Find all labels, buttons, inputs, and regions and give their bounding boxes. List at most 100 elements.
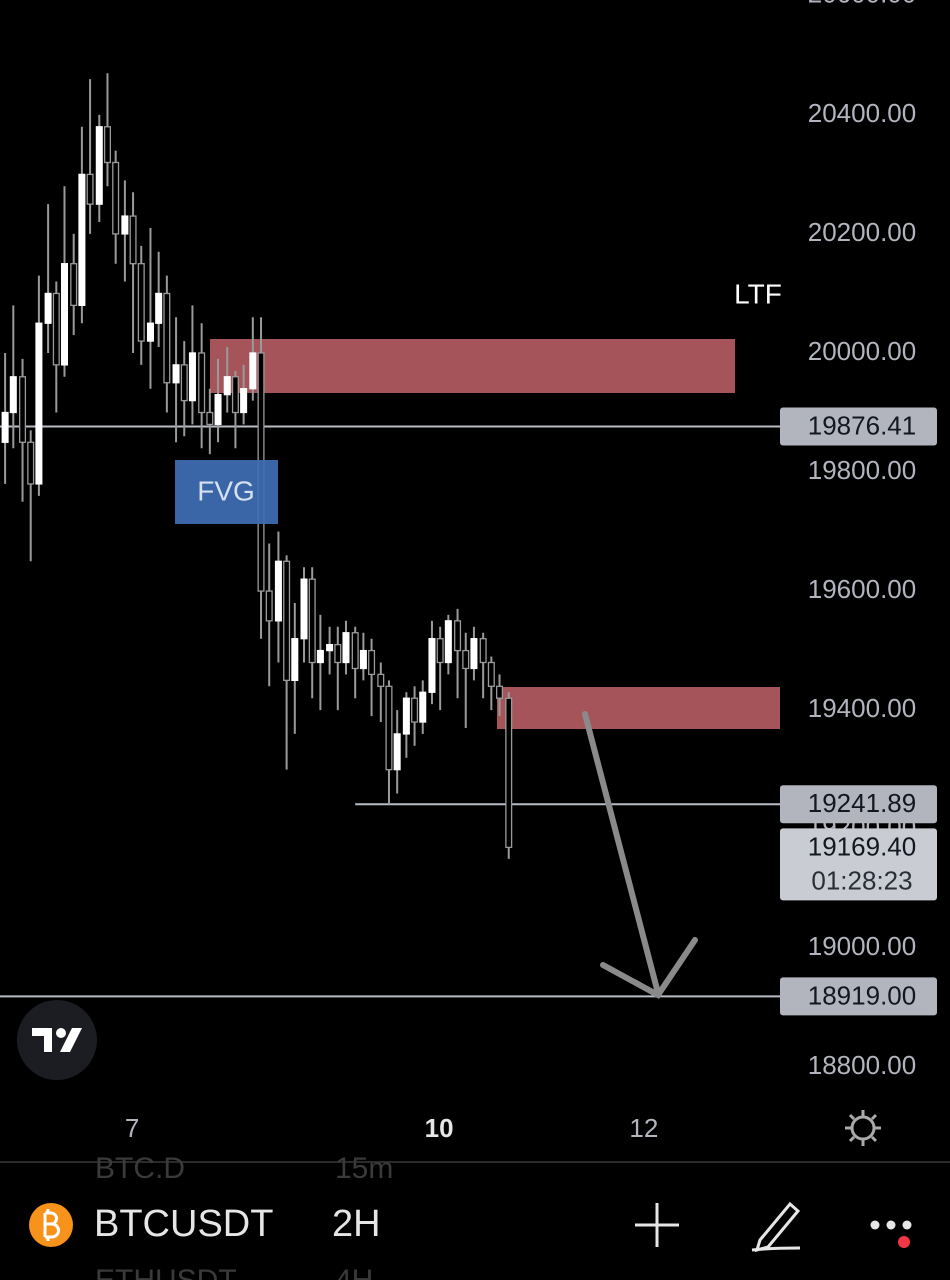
price-tag bbox=[780, 785, 937, 824]
fvg-label: FVG bbox=[197, 475, 255, 506]
gear-ring bbox=[850, 1115, 876, 1141]
candle-body bbox=[60, 263, 69, 366]
candle-body bbox=[393, 733, 401, 771]
candle-body bbox=[351, 632, 359, 670]
last-price: 19169.40 bbox=[808, 831, 916, 861]
add-button[interactable] bbox=[635, 1203, 679, 1247]
candle-body bbox=[188, 352, 196, 402]
candle-body bbox=[112, 161, 120, 235]
candle-body bbox=[359, 649, 367, 670]
y-tick-label: 20200.00 bbox=[808, 217, 916, 247]
y-tick-label: 19000.00 bbox=[808, 931, 916, 961]
candle-body bbox=[155, 292, 163, 324]
x-tick-label: 7 bbox=[125, 1113, 139, 1143]
candle-body bbox=[283, 560, 291, 682]
candle-body bbox=[454, 620, 462, 652]
candle-body bbox=[377, 673, 385, 687]
y-tick-label: 18800.00 bbox=[808, 1050, 916, 1080]
candle-body bbox=[436, 638, 444, 664]
arrow bbox=[582, 711, 698, 999]
candle-body bbox=[231, 376, 239, 414]
candle-body bbox=[385, 685, 393, 771]
logo-v bbox=[60, 1028, 82, 1052]
candle-body bbox=[240, 388, 248, 414]
fvg-box: FVG bbox=[175, 460, 278, 524]
candle-body bbox=[103, 126, 111, 164]
interval[interactable]: 2H bbox=[332, 1203, 381, 1245]
candle-body bbox=[172, 364, 180, 384]
candle-body bbox=[19, 376, 27, 443]
candle-body bbox=[35, 322, 43, 485]
price-tag-label: 19241.89 bbox=[808, 788, 916, 818]
dot bbox=[870, 1220, 880, 1230]
candle-body bbox=[300, 578, 308, 640]
candle-body bbox=[496, 685, 504, 699]
fvg-background bbox=[175, 460, 278, 524]
candle-body bbox=[326, 643, 334, 652]
settings-icon[interactable] bbox=[845, 1110, 881, 1146]
candle-body bbox=[146, 322, 154, 342]
candle-body bbox=[198, 352, 206, 414]
candle-body bbox=[52, 292, 60, 366]
candle-body bbox=[411, 697, 419, 723]
logo-circle bbox=[17, 1000, 97, 1080]
arrow-head bbox=[600, 937, 698, 999]
y-tick-label: 20600.00 bbox=[808, 0, 916, 9]
candle-body bbox=[223, 376, 231, 396]
price-lines bbox=[0, 425, 780, 998]
logo-t bbox=[32, 1028, 52, 1052]
candle-body bbox=[95, 126, 103, 205]
price-tags: 19876.41 19241.89 18919.00 19169.40 01:28:23 bbox=[780, 407, 937, 1016]
symbol[interactable]: BTCUSDT bbox=[94, 1203, 273, 1245]
candle-body bbox=[274, 560, 282, 622]
candle-body bbox=[479, 638, 487, 664]
candle-body bbox=[334, 643, 342, 664]
price-tag-label: 19876.41 bbox=[808, 410, 916, 440]
notification-dot bbox=[898, 1236, 910, 1248]
x-tick-label: 10 bbox=[425, 1113, 454, 1143]
price-tag-label: 18919.00 bbox=[808, 980, 916, 1010]
candle-body bbox=[505, 697, 513, 849]
candle-body bbox=[86, 173, 94, 205]
y-tick-label: 20000.00 bbox=[808, 336, 916, 366]
candles bbox=[1, 73, 513, 859]
candle-body bbox=[214, 393, 222, 426]
logo-dot bbox=[56, 1028, 66, 1038]
ghost-symbol: ETHUSDT bbox=[95, 1264, 237, 1280]
candle-body bbox=[249, 352, 257, 390]
arrow-shaft bbox=[582, 711, 661, 996]
candle-body bbox=[129, 215, 137, 265]
candle-body bbox=[121, 215, 129, 235]
dot bbox=[902, 1220, 912, 1230]
y-tick-label: 20400.00 bbox=[808, 98, 916, 128]
tv-logo bbox=[17, 1000, 97, 1080]
candle-body bbox=[27, 441, 35, 485]
time-axis: 7 10 12 bbox=[125, 1113, 659, 1143]
candle-body bbox=[70, 263, 78, 307]
price-tag bbox=[780, 977, 937, 1016]
x-tick-label: 12 bbox=[629, 1113, 658, 1143]
ltf-label: LTF bbox=[734, 278, 782, 309]
ghost-interval: 15m bbox=[335, 1152, 393, 1185]
supply-zone bbox=[497, 687, 780, 729]
candle-body bbox=[308, 578, 316, 664]
gear-teeth bbox=[845, 1110, 881, 1146]
candle-body bbox=[428, 638, 436, 693]
candle-body bbox=[444, 620, 452, 664]
y-tick-label: 19600.00 bbox=[808, 574, 916, 604]
candle-body bbox=[419, 691, 427, 723]
candle-body bbox=[137, 263, 145, 342]
candle-body bbox=[487, 661, 495, 687]
toolbar: BTC.D 15m ETHUSDT 4H BTCUSDT 2H bbox=[29, 1152, 912, 1280]
price-tag bbox=[780, 828, 937, 901]
candle-body bbox=[44, 292, 52, 324]
draw-button[interactable] bbox=[751, 1201, 801, 1253]
more-button[interactable] bbox=[870, 1220, 912, 1249]
ghost-symbol: BTC.D bbox=[95, 1152, 185, 1185]
candle-body bbox=[78, 173, 86, 307]
candle-body bbox=[368, 649, 376, 676]
supply-zone bbox=[210, 339, 735, 393]
zones bbox=[210, 339, 780, 729]
candle-body bbox=[206, 411, 214, 426]
